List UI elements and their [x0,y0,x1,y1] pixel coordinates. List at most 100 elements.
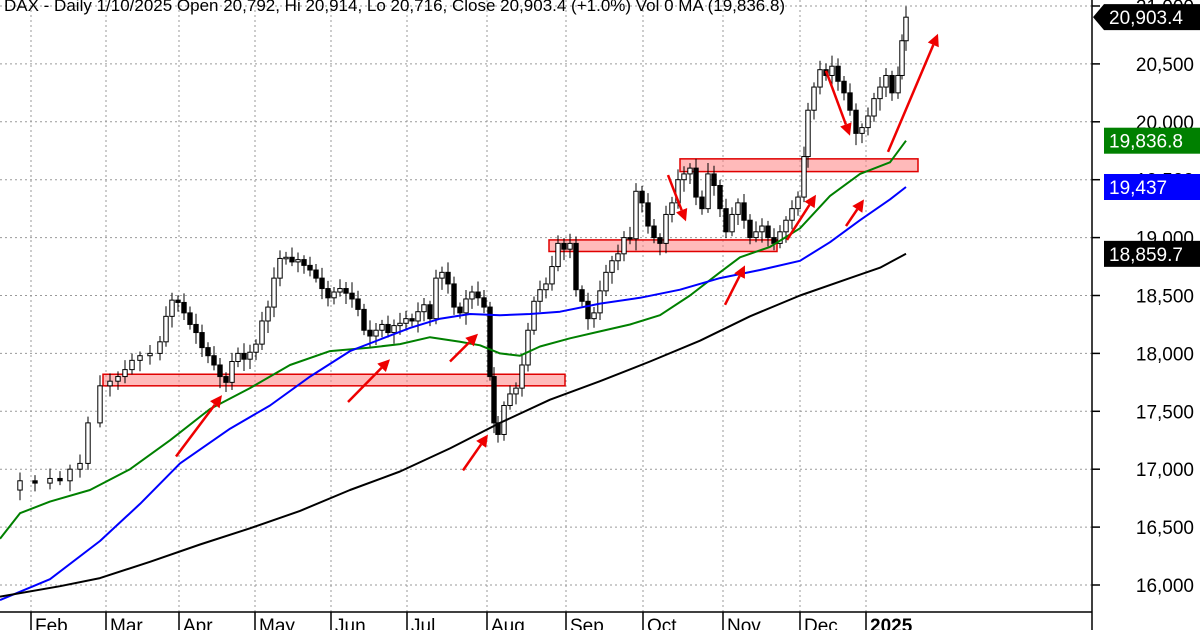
candle-body [585,300,591,320]
candle-body [663,213,669,244]
candle-body [47,477,53,484]
candle-body [205,347,211,357]
candle-body [871,98,877,117]
candle-body [349,292,355,300]
candle-body [17,480,23,491]
candle-body [513,387,519,395]
candle-body [163,315,169,343]
y-tick-label: 18,500 [1136,287,1194,308]
candle-body [211,355,217,366]
price-tag-label: 20,903.4 [1109,8,1183,29]
candle-body [889,74,895,94]
candle-body [373,329,379,337]
candle-body [705,173,711,210]
x-tick-label: Jun [335,616,366,630]
candle-body [717,184,723,210]
candle-body [147,352,153,357]
candle-body [77,462,83,470]
arrow-head [840,122,852,136]
candle-body [199,332,205,349]
candle-body [67,468,73,482]
moving-average-line [0,140,907,540]
y-tick-label: 17,500 [1136,402,1194,423]
candle-body [645,202,651,227]
candle-body [271,277,277,308]
candle-body [759,225,765,233]
candle-body [217,364,223,378]
candle-body [253,343,259,353]
candle-body [379,323,385,331]
candle-body [487,306,493,378]
support-zone [679,158,919,173]
arrow-shaft [347,366,383,403]
arrow-shaft [666,174,683,211]
candle-body [609,260,615,273]
candle-body [433,277,439,320]
candle-body [331,291,337,299]
support-zone [102,373,566,387]
candle-body [651,225,657,239]
candle-body [899,40,905,76]
candle-body [657,237,663,244]
candle-body [903,16,909,42]
arrow-shaft [886,44,935,153]
price-tag-box [1104,173,1200,200]
candle-body [469,291,475,300]
candle-body [741,202,747,221]
candle-body [567,242,573,250]
candle-body [169,299,175,317]
candle-body [319,277,325,290]
candle-body [801,156,807,198]
candle-body [301,259,307,266]
candle-body [481,297,487,308]
x-tick-label: Aug [491,616,525,630]
candle-body [865,115,871,129]
price-tag-label: 19,836.8 [1109,132,1183,153]
candle-body [367,329,373,337]
support-zone [548,239,778,253]
candle-body [235,352,241,363]
candle-body [561,242,567,250]
price-tags: 20,903.4 19,836.8 19,437 18,859.7 [1093,4,1200,267]
candle-body [313,269,319,279]
candle-body [415,311,421,322]
candle-body [883,74,889,88]
x-tick-label: Apr [183,616,213,630]
candle-body [555,242,561,268]
candle-body [115,376,121,382]
candle-body [223,376,229,383]
candle-body [777,231,783,244]
x-tick-label: Sep [570,616,604,630]
candle-body [681,173,687,181]
chart-header: DAX - Daily 1/10/2025 Open 20,792, Hi 20… [4,0,785,15]
candle-body [687,167,693,175]
moving-average-line [0,186,907,602]
candle-body [445,271,451,285]
candle-body [853,109,859,134]
candle-body [747,219,753,239]
candle-body [615,253,621,262]
candle-body [403,318,409,324]
candle-body [307,264,313,271]
candle-body [805,109,811,158]
candle-body [633,190,639,240]
candle-body [283,256,289,260]
candle-body [451,283,457,308]
candle-body [597,290,603,314]
candle-body [457,306,463,314]
candle-body [343,288,349,294]
candle-body [765,225,771,239]
price-tag-box [1104,240,1200,267]
candle-body [711,173,717,186]
candle-body [137,355,143,361]
candle-body [573,242,579,291]
candle-body [325,288,331,299]
y-tick-label: 17,000 [1136,460,1194,481]
candle-body [337,288,343,293]
x-axis-ticks: Feb Mar Apr May Jun Jul Aug Sep Oct Nov Dec 2025 [30,612,913,630]
arrow-head [734,265,745,279]
candle-body [729,213,735,233]
candle-body [107,380,113,387]
candle-body [835,65,841,82]
